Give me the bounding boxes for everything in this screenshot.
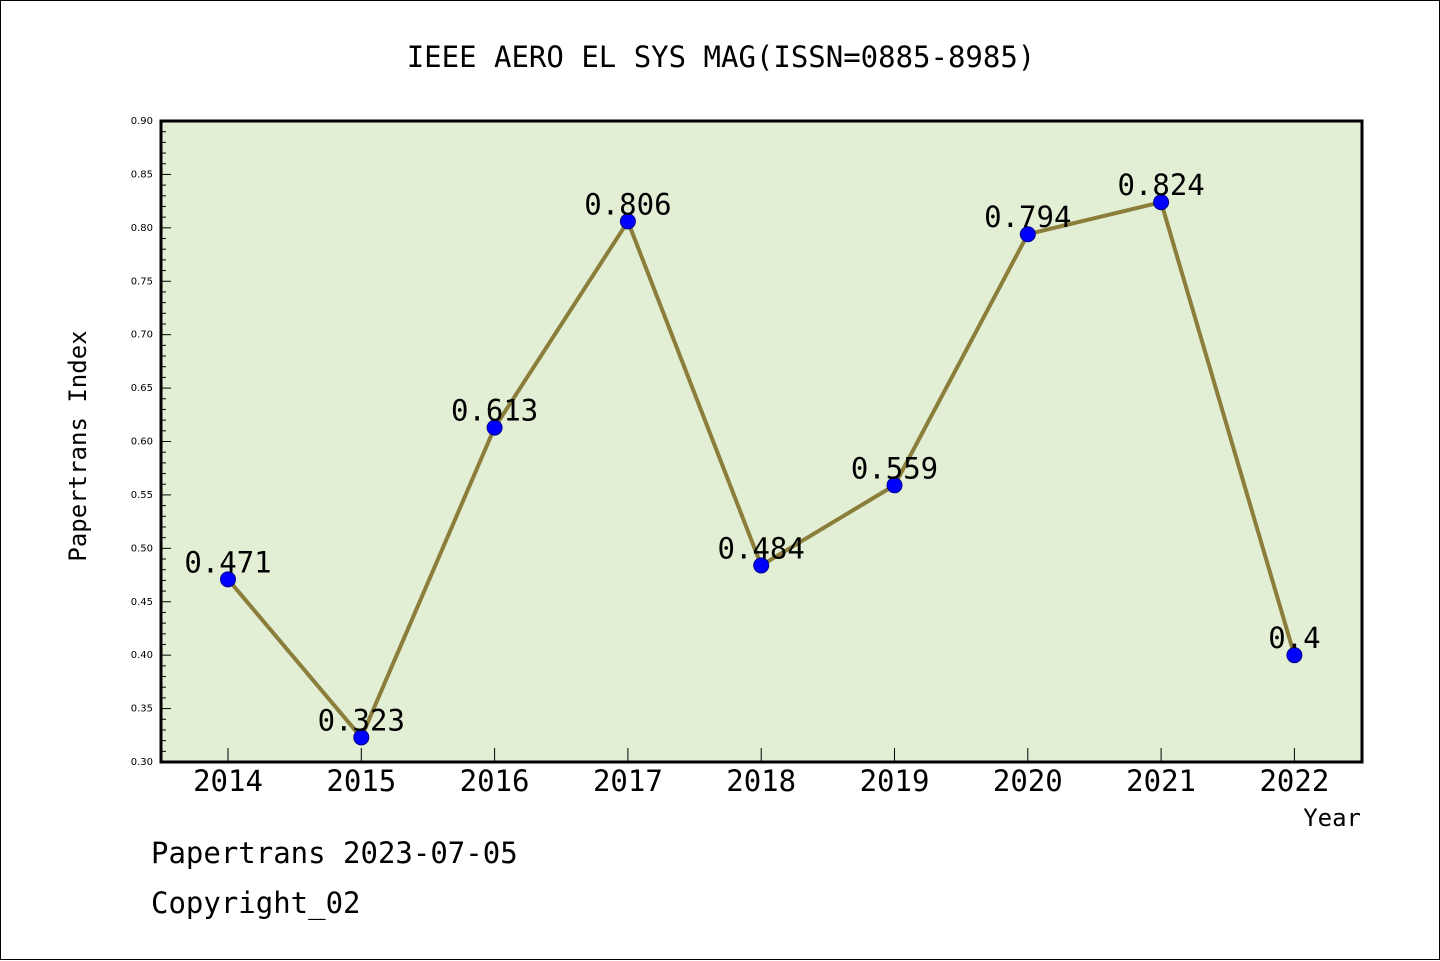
x-tick-label: 2019: [860, 764, 930, 798]
footer-date: Papertrans 2023-07-05: [151, 836, 518, 870]
y-axis-label: Papertrans Index: [64, 330, 92, 561]
data-label: 0.559: [851, 451, 938, 485]
data-point: [220, 571, 236, 588]
data-point: [619, 213, 636, 230]
x-tick-label: 2022: [1259, 764, 1329, 798]
data-label: 0.323: [318, 703, 405, 737]
data-point: [486, 419, 503, 436]
x-axis-label: Year: [1303, 804, 1361, 832]
y-tick-label: 0.90: [131, 116, 153, 127]
y-tick-label: 0.45: [131, 597, 153, 608]
footer-copyright: Copyright_02: [151, 886, 361, 920]
series-line-group: [220, 194, 1303, 746]
y-tick-label: 0.50: [131, 543, 153, 554]
y-tick-label: 0.80: [131, 223, 153, 234]
y-tick-label: 0.60: [131, 437, 153, 448]
data-label: 0.794: [984, 200, 1071, 234]
y-tick-label: 0.55: [131, 490, 153, 501]
x-tick-label: 2016: [460, 764, 530, 798]
data-label: 0.471: [184, 545, 271, 579]
data-label: 0.484: [718, 531, 805, 565]
data-label: 0.4: [1268, 621, 1320, 655]
data-labels: 0.471 0.323 0.613 0.806 0.484 0.559 0.794 0.824…: [184, 168, 1320, 737]
data-label: 0.613: [451, 394, 538, 428]
y-tick-label: 0.35: [131, 704, 153, 715]
y-tick-label: 0.70: [131, 330, 153, 341]
data-point: [1019, 226, 1036, 243]
x-tick-label: 2017: [593, 764, 663, 798]
x-tick-label: 2018: [726, 764, 796, 798]
y-tick-label: 0.85: [131, 169, 153, 180]
x-axis: 2014 2015 2016 2017 2018 2019 2020 2021 2022: [193, 748, 1329, 798]
x-tick-label: 2021: [1126, 764, 1196, 798]
x-tick-label: 2014: [193, 764, 263, 798]
y-tick-label: 0.30: [131, 757, 153, 768]
data-point: [753, 557, 770, 574]
data-point: [1286, 647, 1303, 664]
x-tick-label: 2020: [993, 764, 1063, 798]
plot-area: [161, 121, 1362, 762]
y-tick-label: 0.65: [131, 383, 153, 394]
y-tick-label: 0.40: [131, 650, 153, 661]
data-label: 0.806: [584, 187, 671, 221]
x-tick-label: 2015: [326, 764, 396, 798]
data-point: [886, 477, 903, 494]
data-point: [353, 729, 370, 746]
data-point: [1153, 194, 1170, 211]
plot-border: [159, 119, 1364, 764]
y-tick-label: 0.75: [131, 276, 153, 287]
data-label: 0.824: [1117, 168, 1204, 202]
chart-title: IEEE AERO EL SYS MAG(ISSN=0885-8985): [407, 40, 1036, 74]
